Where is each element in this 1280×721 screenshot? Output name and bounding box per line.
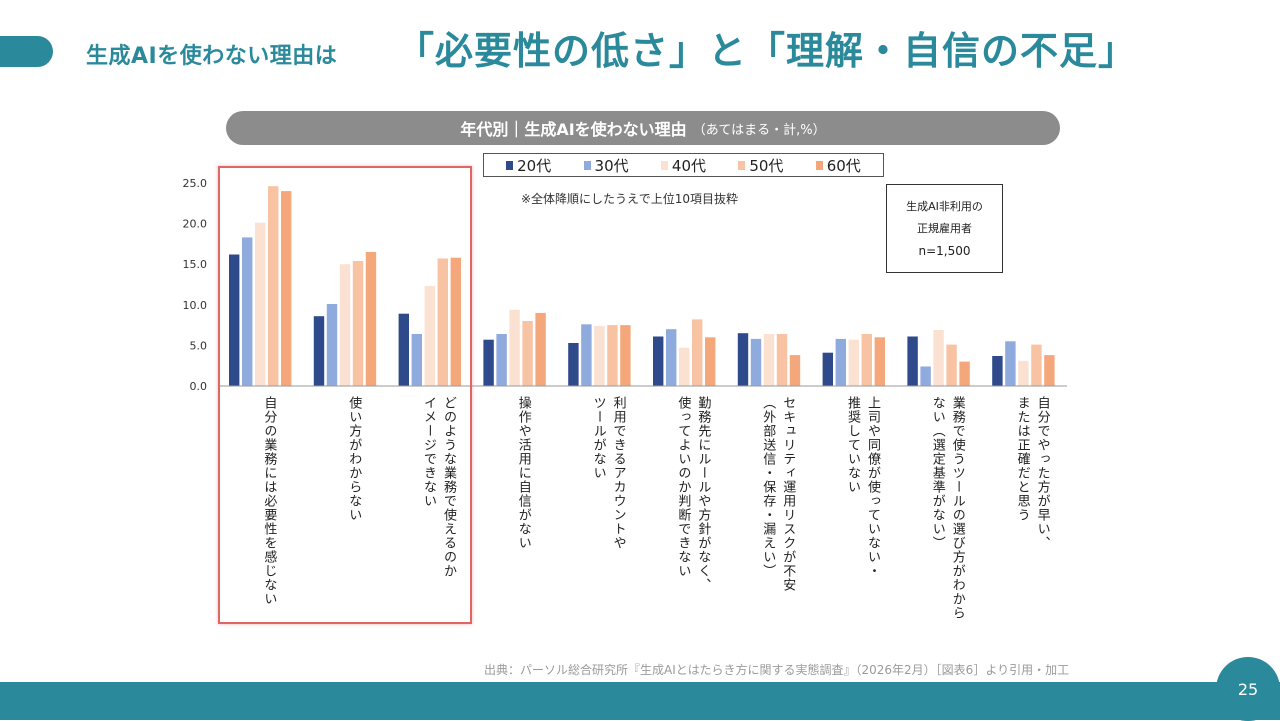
chart-subtitle: （あてはまる・計,%）: [692, 122, 826, 138]
bar-60代-cat-8: [874, 337, 885, 386]
bar-20代-cat-4: [483, 339, 494, 386]
bar-20代-cat-3: [398, 313, 409, 386]
legend-swatch: [660, 160, 668, 170]
bar-60代-cat-6: [705, 337, 716, 386]
bar-50代-cat-5: [607, 325, 618, 386]
bar-60代-cat-4: [535, 312, 546, 386]
bar-20代-cat-10: [992, 356, 1003, 386]
y-tick-label: 15.0: [183, 258, 208, 271]
x-category-label: 勤務先にルールや方針がなく、 使ってよいのか判断できない: [675, 396, 711, 592]
bar-40代-cat-8: [848, 339, 859, 386]
legend-label: 60代: [826, 156, 861, 175]
bar-40代-cat-7: [763, 334, 775, 386]
sample-line-1: 生成AI非利用の: [906, 199, 983, 213]
x-category-label: 操作や活用に自信がない: [515, 396, 531, 550]
bar-50代-cat-2: [352, 261, 364, 386]
bar-60代-cat-9: [959, 361, 970, 386]
x-category-label: 上司や同僚が使っていない・ 推奨していない: [845, 396, 880, 578]
legend-label: 20代: [517, 156, 552, 175]
legend-item: 40代: [660, 155, 707, 176]
highlight-frame: [218, 166, 472, 624]
footer-bar: [0, 682, 1280, 720]
bar-40代-cat-10: [1018, 360, 1029, 386]
x-category-label: 自分の業務には必要性を感じない: [261, 396, 277, 606]
sample-size: n=1,500: [918, 243, 971, 258]
x-category-label: 業務で使うツールの選び方がわから ない（選定基準がない）: [929, 396, 965, 620]
legend-label: 40代: [671, 156, 707, 175]
x-category-label: 利用できるアカウントや ツールがない: [590, 396, 626, 550]
x-category-label: 自分でやった方が早い、 または正確だと思う: [1014, 396, 1050, 550]
sample-info-box: 生成AI非利用の 正規雇用者 n=1,500: [886, 184, 1003, 273]
page-number: 25: [1216, 657, 1280, 721]
x-category-label: 使い方がわからない: [346, 396, 362, 522]
bar-60代-cat-1: [281, 191, 292, 386]
bar-30代-cat-5: [581, 324, 592, 386]
chart-legend: 20代 30代 40代 50代 60代: [483, 153, 884, 177]
legend-item: 50代: [738, 155, 783, 176]
bar-30代-cat-10: [1005, 341, 1016, 386]
bar-40代-cat-4: [509, 309, 520, 386]
bar-60代-cat-7: [789, 355, 801, 386]
legend-swatch: [815, 160, 823, 170]
bar-50代-cat-10: [1031, 344, 1042, 386]
slide-title-lead: 生成AIを使わない理由は: [86, 44, 338, 69]
bar-40代-cat-3: [424, 286, 435, 386]
bar-30代-cat-7: [750, 338, 762, 386]
source-citation: 出典：パーソル総合研究所『生成AIとはたらき方に関する実態調査』（2026年2月…: [484, 663, 1070, 677]
legend-swatch: [506, 160, 514, 170]
y-tick-label: 20.0: [183, 218, 208, 231]
bar-20代-cat-2: [313, 316, 325, 386]
bar-20代-cat-6: [653, 336, 664, 386]
bar-30代-cat-1: [242, 237, 253, 386]
legend-label: 30代: [594, 156, 629, 175]
bar-60代-cat-2: [365, 252, 377, 386]
bar-40代-cat-5: [594, 325, 605, 386]
bar-30代-cat-2: [326, 304, 338, 386]
bar-20代-cat-7: [737, 333, 749, 386]
y-tick-label: 10.0: [183, 299, 208, 312]
bar-50代-cat-9: [946, 344, 957, 386]
bar-50代-cat-4: [522, 321, 533, 386]
bar-60代-cat-10: [1044, 355, 1055, 386]
bar-30代-cat-8: [835, 338, 846, 386]
legend-item: 60代: [815, 155, 861, 176]
chart-title-bar: 年代別｜生成AIを使わない理由 （あてはまる・計,%）: [226, 111, 1060, 145]
bar-60代-cat-5: [620, 325, 631, 386]
bar-40代-cat-6: [679, 347, 690, 386]
x-category-label: セキュリティ運用リスクが不安 （外部送信・保存・漏えい）: [760, 396, 796, 592]
legend-item: 20代: [506, 155, 551, 176]
bar-30代-cat-3: [411, 334, 422, 386]
bar-40代-cat-1: [255, 222, 266, 386]
header-accent-tab: [0, 36, 53, 67]
bar-50代-cat-6: [692, 319, 703, 386]
bar-20代-cat-8: [822, 352, 833, 386]
chart-note: ※全体降順にしたうえで上位10項目抜粋: [521, 192, 738, 206]
bar-50代-cat-8: [861, 334, 872, 386]
bar-50代-cat-7: [776, 334, 788, 386]
legend-item: 30代: [583, 155, 629, 176]
y-tick-label: 0.0: [190, 380, 208, 393]
bar-30代-cat-6: [666, 329, 677, 386]
bar-40代-cat-9: [933, 330, 944, 386]
slide-title-main: 「必要性の低さ」と「理解・自信の不足」: [396, 29, 1138, 73]
x-category-label: どのような業務で使えるのか イメージできない: [421, 396, 456, 578]
bar-20代-cat-9: [907, 336, 918, 386]
bar-30代-cat-4: [496, 334, 507, 386]
bar-20代-cat-5: [568, 343, 579, 386]
legend-swatch: [738, 160, 746, 170]
bar-60代-cat-3: [450, 257, 461, 386]
chart-title: 年代別｜生成AIを使わない理由: [460, 120, 687, 139]
sample-line-2: 正規雇用者: [917, 221, 972, 235]
bar-50代-cat-1: [268, 186, 279, 386]
bar-40代-cat-2: [339, 264, 351, 386]
bar-30代-cat-9: [920, 366, 931, 386]
y-tick-label: 5.0: [190, 339, 208, 352]
legend-swatch: [583, 160, 591, 170]
bar-20代-cat-1: [229, 254, 240, 386]
bar-50代-cat-3: [437, 258, 448, 386]
y-tick-label: 25.0: [183, 177, 208, 190]
legend-label: 50代: [749, 156, 784, 175]
